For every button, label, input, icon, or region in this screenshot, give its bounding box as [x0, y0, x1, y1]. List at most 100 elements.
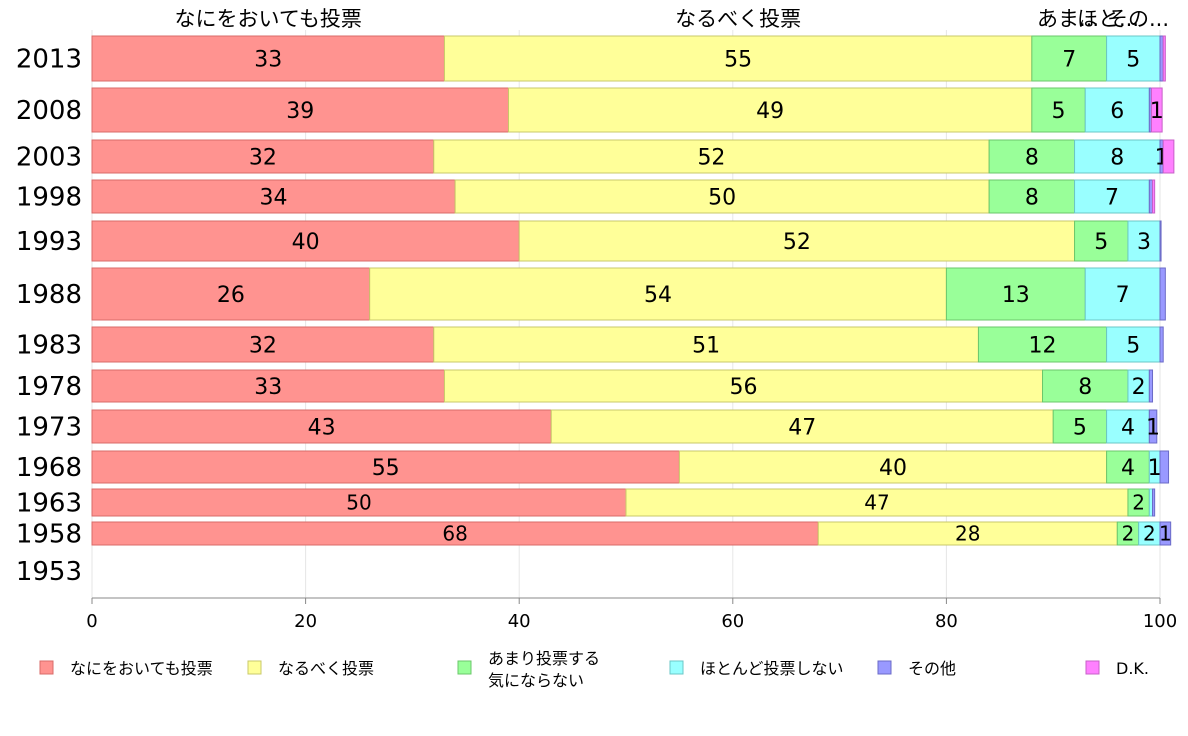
x-tick-label: 0 — [86, 611, 97, 632]
bar-segment — [91, 220, 520, 262]
x-tick-label: 100 — [1143, 611, 1177, 632]
series-top-label: なるべく投票 — [675, 7, 801, 31]
bar-segment — [91, 35, 445, 82]
series-top-label: なにをおいても投票 — [175, 7, 362, 31]
data-label: 8 — [1025, 145, 1039, 170]
data-label: 51 — [692, 333, 720, 358]
data-label: 5 — [1052, 99, 1066, 124]
bar-segment — [1159, 521, 1172, 546]
legend-swatch — [247, 660, 262, 675]
data-label: 1 — [1159, 522, 1172, 546]
bar-segment — [1106, 326, 1161, 363]
legend-swatch — [39, 660, 54, 675]
bar-segment — [1127, 220, 1161, 262]
bar-segment — [91, 450, 680, 484]
data-label: 5 — [1094, 230, 1108, 255]
data-label: 3 — [1137, 230, 1151, 255]
bar-segment — [625, 488, 1129, 517]
legend-swatch — [1085, 660, 1100, 675]
bar-segment — [1106, 35, 1161, 82]
bar-segment — [977, 326, 1108, 363]
data-label: 12 — [1029, 333, 1057, 358]
data-label: 2 — [1143, 522, 1156, 546]
legend-label: なるべく投票 — [278, 659, 374, 678]
bar-segment — [433, 326, 979, 363]
data-label: 54 — [644, 283, 672, 308]
data-label: 7 — [1105, 185, 1119, 210]
data-label: 50 — [708, 185, 736, 210]
category-label: 1993 — [16, 227, 82, 257]
bar-segment — [1148, 409, 1158, 444]
bar-segment — [1052, 409, 1108, 444]
data-label: 5 — [1126, 47, 1140, 72]
category-label: 1998 — [16, 183, 82, 213]
data-label: 55 — [372, 456, 400, 481]
category-label: 1963 — [16, 489, 82, 519]
data-label: 40 — [292, 230, 320, 255]
legend-label: ほとんど投票しない — [700, 659, 844, 678]
data-label: 8 — [1078, 375, 1092, 400]
bar-segment — [91, 139, 435, 174]
data-label: 34 — [260, 185, 288, 210]
legend-swatch — [877, 660, 892, 675]
data-label: 5 — [1073, 415, 1087, 440]
data-label: 32 — [249, 333, 277, 358]
data-label: 40 — [879, 456, 907, 481]
data-label: 50 — [346, 491, 371, 515]
bar-segment — [91, 488, 627, 517]
data-label: 2 — [1132, 375, 1146, 400]
legend-swatch — [669, 660, 684, 675]
data-label: 52 — [697, 145, 725, 170]
bar-segment — [433, 139, 990, 174]
series-top-label: あま... — [1037, 7, 1099, 31]
data-label: 4 — [1121, 415, 1135, 440]
bar-segment — [1162, 139, 1175, 174]
bar-segment — [988, 179, 1076, 214]
data-label: 1 — [1146, 415, 1160, 440]
data-label: 1 — [1148, 456, 1162, 481]
x-tick-label: 60 — [721, 611, 744, 632]
bar-segment — [1074, 220, 1129, 262]
data-label: 55 — [724, 47, 752, 72]
bar-segment — [1152, 488, 1156, 517]
x-tick-label: 80 — [935, 611, 958, 632]
data-label: 33 — [254, 375, 282, 400]
data-label: 28 — [955, 522, 980, 546]
bar-segment — [518, 220, 1076, 262]
data-label: 6 — [1110, 99, 1124, 124]
data-label: 8 — [1025, 185, 1039, 210]
data-label: 1 — [1150, 99, 1164, 124]
bar-segment — [1106, 450, 1150, 484]
data-label: 68 — [442, 522, 467, 546]
data-label: 7 — [1062, 47, 1076, 72]
bar-segment — [369, 267, 947, 321]
series-top-label: ほと... — [1077, 7, 1139, 31]
bar-segment — [454, 179, 990, 214]
category-label: 1968 — [16, 453, 82, 483]
bar-segment — [1162, 35, 1166, 82]
data-label: 39 — [286, 99, 314, 124]
data-label: 2 — [1122, 522, 1135, 546]
data-label: 4 — [1121, 456, 1135, 481]
data-label: 56 — [729, 375, 757, 400]
bar-segment — [1152, 179, 1156, 214]
data-label: 52 — [783, 230, 811, 255]
bar-segment — [550, 409, 1054, 444]
bar-segment — [1074, 179, 1150, 214]
legend-label: なにをおいても投票 — [70, 659, 213, 678]
bar-segment — [1084, 87, 1150, 133]
category-label: 2003 — [16, 143, 82, 173]
category-label: 2008 — [16, 96, 82, 126]
category-label: 1983 — [16, 331, 82, 361]
bar-segment — [1106, 409, 1150, 444]
bar-segment — [508, 87, 1033, 133]
bar-segment — [91, 87, 510, 133]
data-label: 43 — [308, 415, 336, 440]
category-label: 2013 — [16, 45, 82, 75]
legend-label: 気にならない — [488, 671, 584, 690]
data-label: 32 — [249, 145, 277, 170]
data-label: 8 — [1110, 145, 1124, 170]
category-label: 1978 — [16, 372, 82, 402]
category-label: 1953 — [16, 557, 82, 587]
bar-segment — [1159, 220, 1162, 262]
